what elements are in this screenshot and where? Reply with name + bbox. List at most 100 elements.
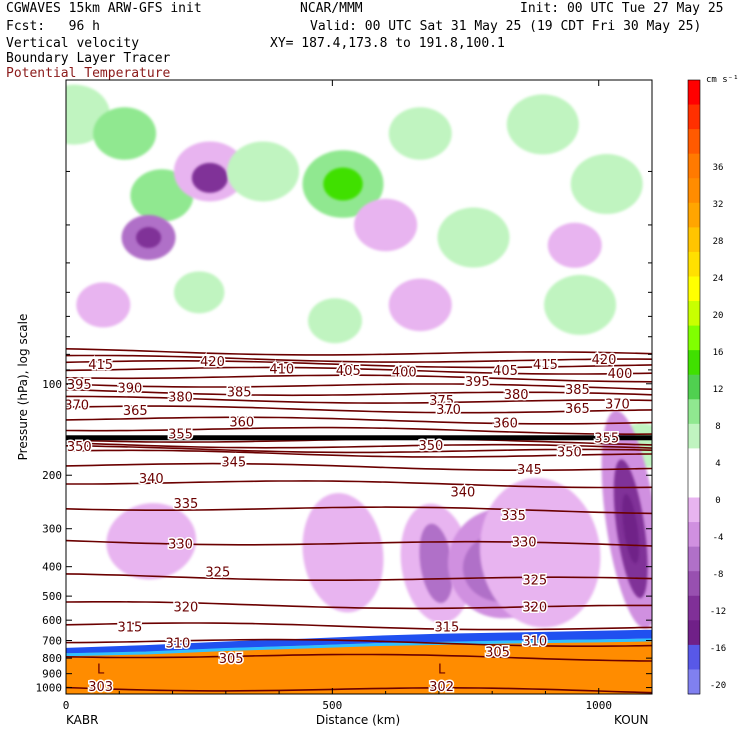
colorbar-swatch [688, 571, 700, 597]
colorbar-tick-label: 24 [713, 274, 724, 284]
theta-contour-label: 400 [608, 367, 633, 382]
colorbar-tick-label: 8 [715, 422, 720, 432]
theta-contour-label: 350 [419, 439, 444, 454]
theta-contour [66, 416, 652, 425]
theta-contour-label: 400 [392, 365, 417, 380]
colorbar-swatch [688, 644, 700, 670]
velocity-blob [227, 141, 300, 202]
theta-contour-label: 325 [205, 566, 230, 581]
header-field-vertical-velocity: Vertical velocity [6, 36, 140, 51]
velocity-streak [479, 478, 601, 628]
theta-contour [66, 388, 652, 397]
header-init-time: Init: 00 UTC Tue 27 May 25 [520, 1, 724, 16]
velocity-streak [106, 503, 197, 580]
colorbar-swatch [688, 399, 700, 425]
velocity-blob [323, 167, 363, 201]
theta-contour-label: 370 [436, 403, 461, 418]
theta-contour-label: 420 [200, 355, 225, 370]
theta-contour [66, 374, 652, 383]
theta-contour [66, 539, 652, 547]
theta-contour [66, 360, 652, 369]
theta-contour-label: 405 [493, 364, 518, 379]
theta-contour-label: 410 [269, 362, 294, 377]
theta-contour [66, 449, 652, 458]
theta-contour [66, 686, 652, 694]
theta-contour-label: 330 [168, 537, 193, 552]
theta-contour-label: 385 [227, 385, 252, 400]
velocity-blob [173, 271, 225, 314]
theta-contour-label: 395 [67, 378, 92, 393]
colorbar-swatch [688, 276, 700, 302]
header-org: NCAR/MMM [300, 1, 363, 16]
theta-contour-label: 335 [501, 509, 526, 524]
theta-contour [66, 573, 652, 581]
plot-frame [65, 79, 653, 695]
velocity-blob [547, 222, 602, 268]
colorbar-tick-label: 28 [713, 237, 724, 247]
colorbar-swatch [688, 546, 700, 572]
y-tick-label: 700 [42, 635, 62, 648]
colorbar-swatch [688, 522, 700, 548]
low-marker: L [97, 663, 105, 678]
y-tick-label: 400 [42, 561, 62, 574]
y-tick-label: 300 [42, 523, 62, 536]
theta-contour-label: 350 [67, 440, 92, 455]
colorbar-swatch [688, 374, 700, 400]
x-tick-label: 1000 [585, 699, 612, 712]
header-forecast-hour: Fcst: 96 h [6, 19, 100, 34]
theta-contour [66, 405, 652, 414]
colorbar-tick-label: 32 [713, 200, 724, 210]
colorbar-swatch [688, 423, 700, 449]
theta-contour-label: 355 [594, 431, 619, 446]
theta-contour-label: 420 [592, 353, 617, 368]
theta-contour-label: 390 [118, 382, 143, 397]
colorbar-swatch [688, 325, 700, 351]
theta-contour-label: 345 [221, 455, 246, 470]
colorbar-swatch [688, 448, 700, 474]
theta-contour-label: 365 [565, 402, 590, 417]
theta-contour-label: 305 [219, 652, 244, 667]
theta-contour-label: 380 [168, 390, 193, 405]
colorbar-tick-label: 0 [715, 496, 720, 506]
colorbar-tick-label: -16 [710, 644, 726, 654]
velocity-blob [388, 278, 452, 332]
colorbar-tick-label: 36 [713, 163, 724, 173]
x-tick-label: 500 [322, 699, 342, 712]
header-valid-time: Valid: 00 UTC Sat 31 May 25 (19 CDT Fri … [310, 19, 702, 34]
theta-contour-label: 340 [139, 472, 164, 487]
colorbar-tick-label: -4 [713, 533, 724, 543]
velocity-blob [76, 282, 131, 328]
theta-contour [66, 622, 652, 631]
colorbar-tick-label: 4 [715, 459, 720, 469]
theta-contour-label: 335 [173, 497, 198, 512]
y-tick-label: 1000 [36, 682, 63, 695]
velocity-blob [93, 107, 157, 160]
theta-contour-label: 310 [165, 636, 190, 651]
colorbar-tick-label: 16 [713, 348, 724, 358]
boundary-layer-tracer-edge [66, 638, 652, 657]
colorbar-tick-label: -20 [710, 681, 726, 691]
colorbar-swatch [688, 301, 700, 327]
colorbar-swatch [688, 497, 700, 523]
x-start-station-label: KABR [66, 713, 98, 727]
colorbar-swatch [688, 178, 700, 204]
theta-contour [66, 348, 652, 356]
colorbar-swatch [688, 595, 700, 621]
low-marker: L [438, 663, 446, 678]
theta-contour-label: 315 [434, 621, 459, 636]
theta-contour-label: 345 [517, 463, 542, 478]
theta-contour-label: 320 [173, 600, 198, 615]
theta-contour-label: 370 [64, 398, 89, 413]
colorbar-swatch [688, 669, 700, 695]
y-tick-label: 100 [42, 378, 62, 391]
x-axis-label: Distance (km) [316, 713, 400, 727]
colorbar-swatch [688, 350, 700, 376]
theta-contour [66, 601, 652, 610]
theta-contour-label: 350 [557, 445, 582, 460]
theta-contour-label: 405 [336, 364, 361, 379]
colorbar-swatch [688, 80, 700, 106]
x-end-station-label: KOUN [614, 713, 648, 727]
velocity-streak [302, 493, 384, 613]
theta-contour-label: 415 [88, 358, 113, 373]
